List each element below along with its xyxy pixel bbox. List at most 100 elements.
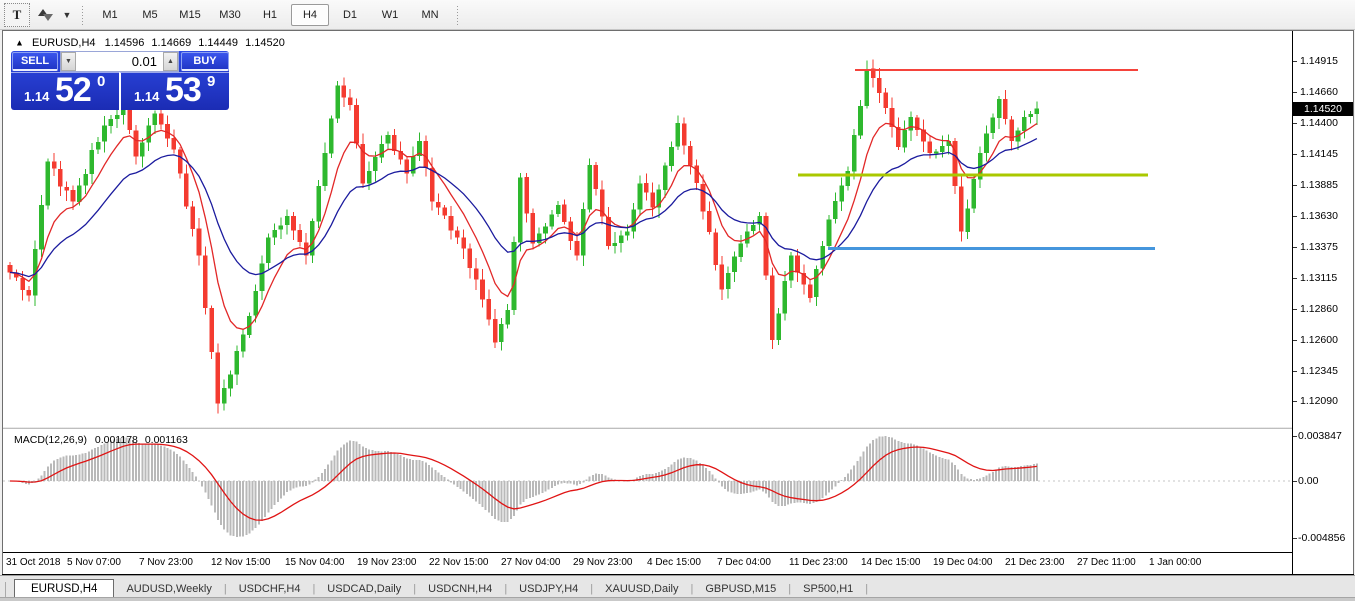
price-axis-label: 1.13375: [1300, 241, 1338, 253]
price-axis[interactable]: 1.14915 1.14660 1.14400 1.14145 1.13885 1.136…: [1293, 31, 1353, 574]
macd-value-main: 0.001178: [94, 434, 138, 446]
time-axis-label: 7 Nov 23:00: [139, 557, 193, 568]
text-label-tool-button[interactable]: T: [4, 2, 30, 27]
macd-value-signal: 0.001163: [144, 434, 188, 446]
time-axis-label: 31 Oct 2018: [6, 557, 61, 568]
tab-separator: |: [312, 583, 316, 595]
volume-input[interactable]: 0.01: [131, 54, 157, 69]
price-axis-label: 1.12090: [1300, 395, 1338, 407]
tab-separator: |: [223, 583, 227, 595]
current-price-tag: 1.14520: [1293, 102, 1353, 116]
arrows-tool-icon[interactable]: [32, 4, 58, 26]
price-axis-label: 1.13115: [1300, 272, 1338, 284]
price-tick: [1293, 401, 1297, 402]
price-tick: [1293, 309, 1297, 310]
time-axis-label: 21 Dec 23:00: [1005, 557, 1065, 568]
time-axis-label: 19 Nov 23:00: [357, 557, 417, 568]
chart-tab-gbpusd[interactable]: GBPUSD,M15: [705, 583, 777, 595]
chart-tab-eurusd[interactable]: EURUSD,H4: [14, 579, 115, 598]
macd-axis-label: 0.003847: [1298, 430, 1342, 442]
chart-symbol-period: EURUSD,H4: [31, 37, 96, 49]
price-axis-label: 1.12860: [1300, 303, 1338, 315]
price-axis-label: 1.12600: [1300, 334, 1338, 346]
arrows-tool-dropdown-caret[interactable]: ▼: [62, 9, 72, 20]
tab-separator: |: [590, 583, 594, 595]
time-axis-label: 12 Nov 15:00: [211, 557, 271, 568]
time-axis-label: 11 Dec 23:00: [789, 557, 848, 568]
price-tick: [1293, 371, 1297, 372]
window-bottom-border: [2, 574, 1354, 575]
timeframe-button-m1[interactable]: M1: [102, 8, 118, 21]
sell-price-sup: 0: [97, 73, 106, 90]
ohlc-high: 1.14669: [151, 37, 192, 49]
price-axis-label: 1.14400: [1300, 117, 1338, 129]
timeframe-button-h1[interactable]: H1: [262, 8, 278, 21]
timeframe-button-w1[interactable]: W1: [381, 8, 399, 21]
one-click-trading-panel: SELL ▼ 0.01 ▲ BUY 1.14 52 0 1.14 53 9: [11, 51, 229, 110]
timeframe-button-m15[interactable]: M15: [179, 8, 201, 21]
price-axis-label: 1.13630: [1300, 210, 1338, 222]
top-toolbar: T ▼ M1 M5 M15 M30 H1 H4 D1 W1 MN: [0, 0, 1355, 30]
time-axis-label: 27 Nov 04:00: [501, 557, 561, 568]
volume-decrease-button[interactable]: ▼: [61, 52, 76, 71]
time-axis[interactable]: 31 Oct 2018 5 Nov 07:00 7 Nov 23:00 12 Nov …: [3, 553, 1292, 574]
time-axis-label: 7 Dec 04:00: [717, 557, 771, 568]
chart-tab-xauusd[interactable]: XAUUSD,Daily: [605, 583, 679, 595]
price-tick: [1293, 92, 1297, 93]
time-axis-label: 22 Nov 15:00: [429, 557, 489, 568]
time-axis-label: 27 Dec 11:00: [1077, 557, 1136, 568]
buy-price-display[interactable]: 1.14 53 9: [119, 71, 229, 110]
time-axis-label: 15 Nov 04:00: [285, 557, 345, 568]
timeframe-button-d1[interactable]: D1: [342, 8, 358, 21]
timeframe-button-m5[interactable]: M5: [142, 8, 158, 21]
sell-button[interactable]: SELL: [12, 52, 58, 71]
buy-price-sup: 9: [207, 73, 216, 90]
tab-separator: |: [690, 583, 694, 595]
tab-separator: |: [413, 583, 417, 595]
chart-tab-usdchf[interactable]: USDCHF,H4: [238, 583, 301, 595]
macd-axis-label: -0.004856: [1298, 532, 1346, 544]
price-tick: [1293, 278, 1297, 279]
macd-indicator-canvas[interactable]: [3, 429, 1292, 552]
ohlc-close: 1.14520: [245, 37, 285, 49]
pane-splitter[interactable]: [3, 427, 1292, 429]
price-tick: [1293, 247, 1297, 248]
buy-button[interactable]: BUY: [181, 52, 229, 71]
timeframe-button-h4[interactable]: H4: [291, 3, 329, 26]
sell-price-display[interactable]: 1.14 52 0: [11, 71, 119, 110]
tab-separator: |: [865, 583, 869, 595]
price-tick: [1293, 61, 1297, 62]
time-axis-label: 4 Dec 15:00: [647, 557, 701, 568]
chart-tab-sp500[interactable]: SP500,H1: [803, 583, 854, 595]
price-axis-label: 1.14660: [1300, 86, 1338, 98]
buy-price-big: 53: [165, 71, 202, 109]
chart-ohlc-header: ▲ EURUSD,H4 1.14596 1.14669 1.14449 1.14…: [14, 37, 285, 49]
tab-separator: |: [504, 583, 508, 595]
chart-tab-usdcad[interactable]: USDCAD,Daily: [327, 583, 402, 595]
timeframe-button-m30[interactable]: M30: [219, 8, 241, 21]
chart-bottom-border: [3, 552, 1293, 553]
chart-tab-bar: EURUSD,H4 AUDUSD,Weekly | USDCHF,H4 | USDCAD,…: [0, 575, 1355, 598]
chart-tab-usdjpy[interactable]: USDJPY,H4: [519, 583, 579, 595]
price-axis-label: 1.14145: [1300, 148, 1338, 160]
price-axis-label: 1.12345: [1300, 365, 1338, 377]
tab-separator: |: [788, 583, 792, 595]
window-edge-strip: [0, 597, 1355, 601]
buy-price-prefix: 1.14: [134, 89, 160, 104]
price-axis-label: 1.14915: [1300, 55, 1338, 67]
time-axis-label: 29 Nov 23:00: [573, 557, 633, 568]
price-chart-canvas[interactable]: [3, 31, 1292, 427]
toolbar-grip-right: [454, 4, 461, 25]
price-tick: [1293, 340, 1297, 341]
toolbar-grip: [79, 4, 86, 25]
time-axis-label: 5 Nov 07:00: [67, 557, 121, 568]
volume-increase-button[interactable]: ▲: [163, 52, 178, 71]
panel-collapse-icon[interactable]: ▲: [15, 38, 24, 48]
timeframe-button-mn[interactable]: MN: [421, 8, 439, 21]
macd-tick: [1293, 538, 1297, 539]
macd-name: MACD(12,26,9): [14, 434, 87, 446]
chart-tab-usdcnh[interactable]: USDCNH,H4: [428, 583, 493, 595]
macd-tick: [1293, 436, 1297, 437]
chart-tab-audusd[interactable]: AUDUSD,Weekly: [126, 583, 212, 595]
macd-label: MACD(12,26,9) 0.001178 0.001163: [14, 434, 188, 446]
